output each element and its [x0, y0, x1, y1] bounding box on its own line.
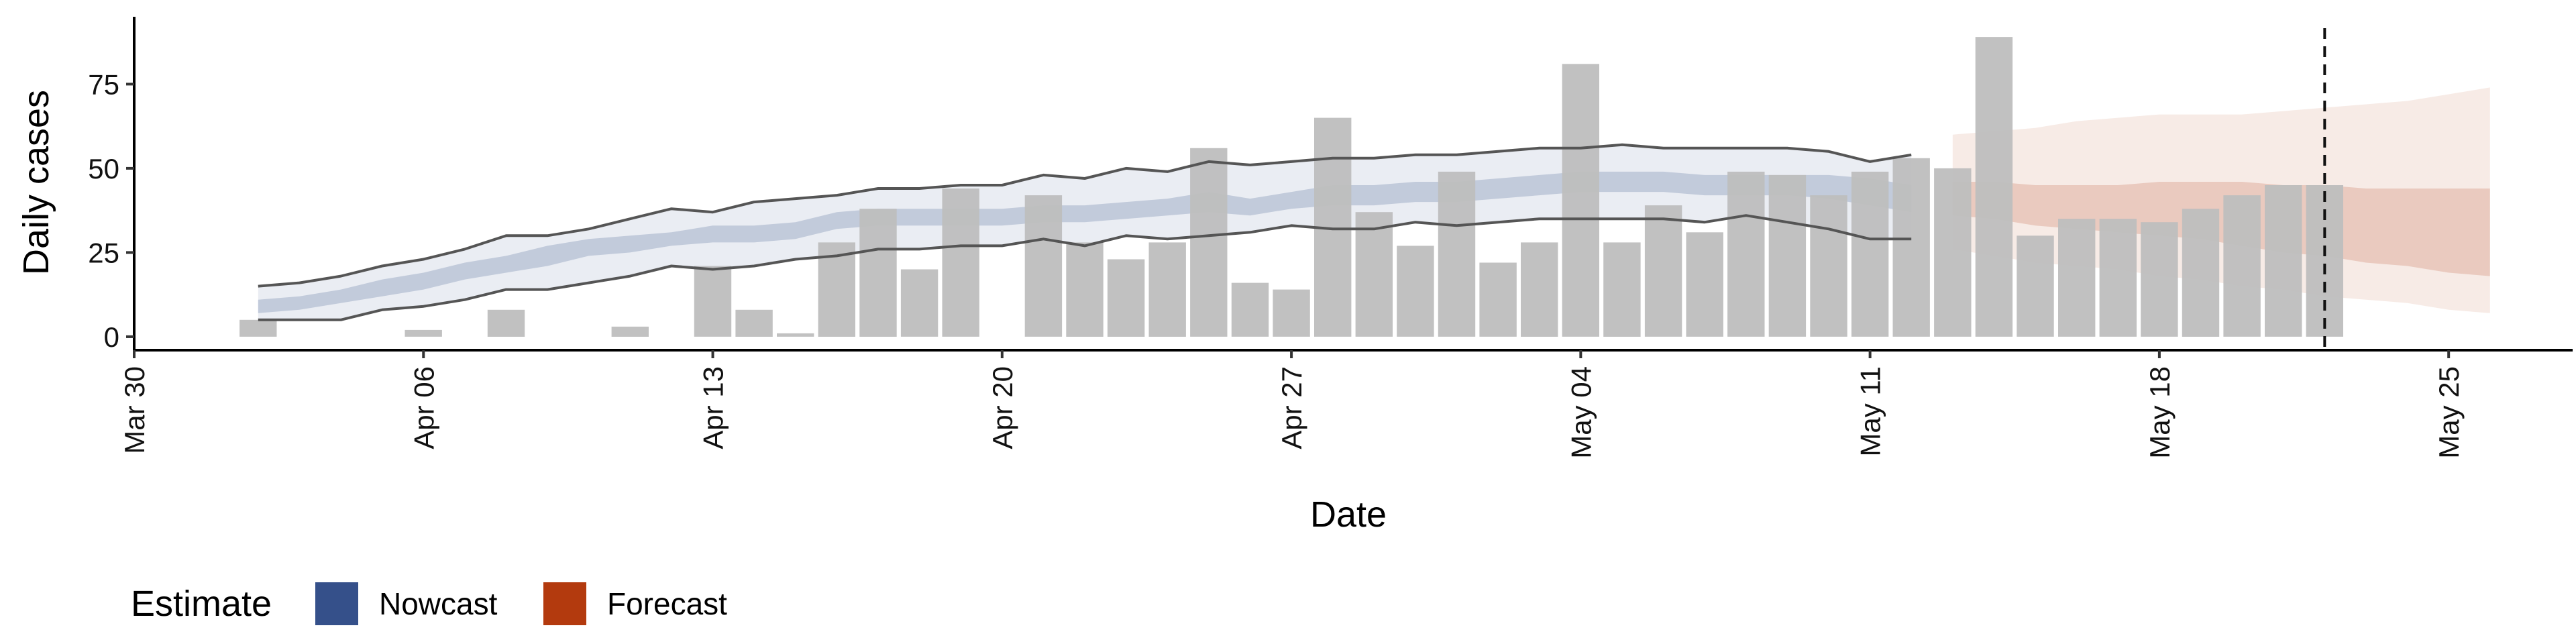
case-bar	[1190, 148, 1228, 337]
case-bar	[1521, 242, 1558, 337]
case-bar	[1479, 262, 1517, 337]
nowcast-outline-lines	[258, 143, 1912, 321]
y-tick-label: 0	[104, 321, 119, 353]
legend-label-nowcast: Nowcast	[379, 586, 498, 621]
case-bar	[611, 326, 649, 337]
case-bar	[1603, 242, 1641, 337]
case-bar	[1727, 171, 1765, 337]
case-bar	[900, 269, 938, 337]
case-bar	[1768, 174, 1807, 337]
x-tick-label: Apr 20	[987, 366, 1018, 449]
case-bar	[2058, 219, 2096, 337]
nowcast-lower90-line	[258, 214, 1912, 321]
case-bar	[2265, 185, 2302, 337]
case-bar	[1934, 168, 1972, 337]
case-bar	[1231, 282, 1269, 337]
x-tick-label: Apr 06	[408, 366, 439, 449]
case-bar	[405, 329, 442, 337]
x-tick-label: May 04	[1565, 366, 1597, 459]
case-bar	[1066, 242, 1104, 337]
legend-key-nowcast	[315, 582, 358, 625]
forecast-band-50	[1952, 182, 2490, 276]
case-bar	[777, 333, 814, 337]
case-bar	[1644, 205, 1682, 337]
x-axis-title: Date	[1310, 494, 1387, 535]
case-bar	[942, 189, 979, 337]
case-bar	[239, 319, 277, 337]
case-bar	[1397, 246, 1434, 337]
y-tick-label: 25	[88, 237, 119, 268]
case-bar	[1024, 195, 1063, 337]
legend-label-forecast: Forecast	[607, 586, 727, 621]
case-bar	[735, 309, 773, 337]
nowcast-band-90	[258, 144, 1912, 320]
case-bar	[1686, 232, 1723, 337]
case-bar	[1148, 242, 1186, 337]
case-bar	[2223, 195, 2261, 337]
legend: Estimate Nowcast Forecast	[131, 582, 727, 625]
case-bar	[694, 266, 732, 337]
case-bar	[1107, 259, 1145, 337]
case-bars	[239, 37, 2343, 337]
x-tick-label: May 11	[1855, 366, 1886, 457]
y-tick-label: 75	[88, 68, 119, 100]
x-tick-label: Apr 13	[698, 366, 729, 449]
case-bar	[487, 309, 525, 337]
x-tick-label: Mar 30	[119, 366, 150, 454]
case-bar	[1851, 171, 1889, 337]
case-bar	[2141, 222, 2178, 337]
legend-key-forecast	[543, 582, 586, 625]
x-tick-label: Apr 27	[1276, 366, 1307, 449]
nowcast-upper90-line	[258, 143, 1912, 288]
x-tick-label: May 18	[2144, 366, 2176, 459]
case-bar	[1562, 64, 1599, 337]
case-bar	[1810, 195, 1847, 337]
case-bar	[1438, 171, 1476, 337]
legend-title: Estimate	[131, 584, 272, 624]
case-bar	[1355, 212, 1393, 337]
y-tick-label: 50	[88, 153, 119, 184]
axes: 0 25 50 75 Mar 30 Apr 06 Apr 13 Apr 20 Apr 27 May…	[88, 17, 2573, 459]
y-axis-title: Daily cases	[16, 90, 56, 275]
case-bar	[1975, 37, 2013, 337]
case-bar	[1273, 289, 1310, 337]
x-tick-label: May 25	[2433, 366, 2465, 459]
case-bar	[2017, 235, 2054, 337]
case-bar	[2182, 209, 2220, 337]
case-bar	[1892, 158, 1930, 337]
case-bar	[2099, 219, 2137, 337]
case-bar	[859, 209, 897, 337]
case-bar	[2306, 185, 2343, 337]
